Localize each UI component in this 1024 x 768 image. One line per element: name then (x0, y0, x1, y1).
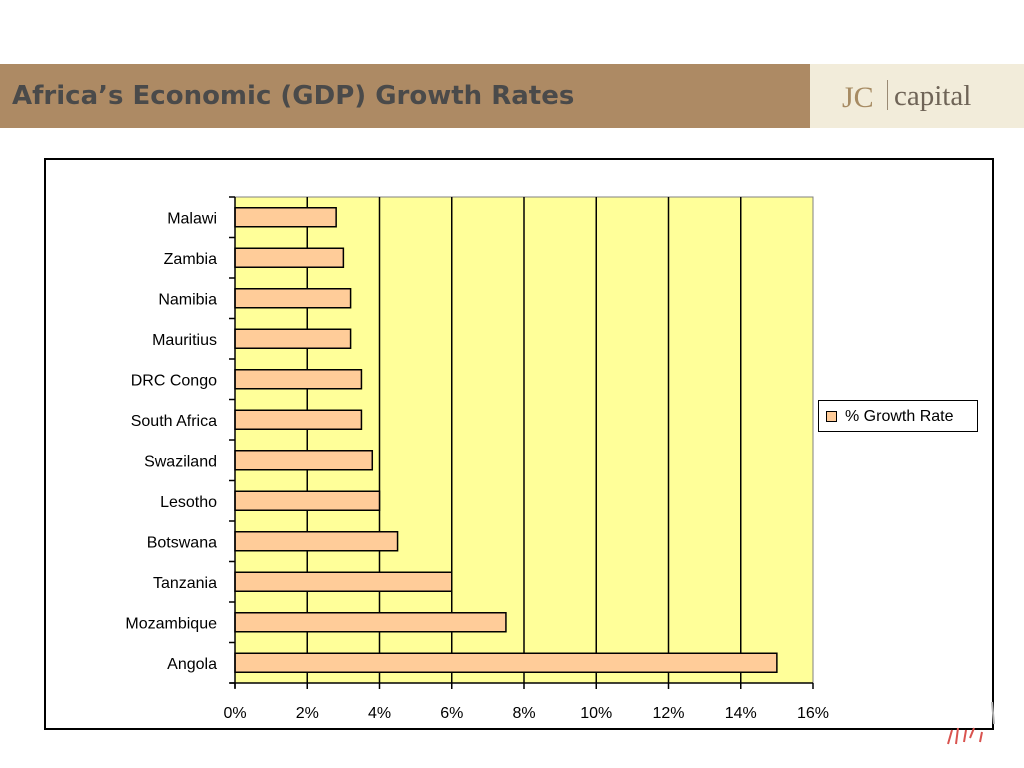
logo-panel (810, 64, 1024, 128)
bar (234, 531, 399, 552)
bar (234, 409, 363, 430)
bar (234, 450, 374, 471)
logo-jc-text: JC (842, 81, 874, 114)
bar (234, 571, 453, 592)
axes (229, 196, 814, 689)
x-tick-label: 0% (223, 705, 246, 722)
bar (234, 207, 337, 228)
header-bar (0, 64, 810, 128)
category-label: Malawi (167, 210, 217, 227)
bar (234, 369, 363, 390)
x-tick-label: 14% (725, 705, 757, 722)
x-tick-label: 2% (296, 705, 319, 722)
page-title: Africa’s Economic (GDP) Growth Rates (12, 81, 575, 111)
category-label: Mozambique (125, 615, 217, 632)
decorative-figure-icon (947, 701, 995, 745)
bar (234, 652, 778, 673)
x-tick-label: 12% (652, 705, 684, 722)
bar (234, 612, 507, 633)
bar (234, 247, 345, 268)
gridlines (306, 197, 742, 683)
category-label: Tanzania (153, 575, 217, 592)
bar (234, 490, 381, 511)
x-tick-label: 16% (797, 705, 829, 722)
legend: % Growth Rate (818, 400, 978, 432)
category-label: Botswana (147, 534, 217, 551)
bars (234, 207, 778, 673)
category-labels: Malawi Zambia Namibia Mauritius DRC Congo Sou… (125, 210, 217, 673)
x-tick-label: 4% (368, 705, 391, 722)
category-label: South Africa (131, 413, 217, 430)
category-label: Mauritius (152, 332, 217, 349)
x-tick-label: 10% (580, 705, 612, 722)
category-label: Zambia (164, 251, 217, 268)
category-label: Swaziland (144, 453, 217, 470)
category-label: Angola (167, 656, 217, 673)
x-tick-label: 8% (512, 705, 535, 722)
x-tick-labels: 0% 2% 4% 6% 8% 10% 12% 14% 16% (223, 705, 829, 722)
bar (234, 328, 352, 349)
category-label: Namibia (158, 291, 217, 308)
logo-separator (887, 80, 888, 110)
legend-label: % Growth Rate (845, 408, 954, 425)
category-label: Lesotho (160, 494, 217, 511)
logo-capital-text: capital (894, 80, 972, 112)
x-tick-label: 6% (440, 705, 463, 722)
legend-swatch (826, 411, 837, 422)
category-label: DRC Congo (131, 372, 217, 389)
bar (234, 288, 352, 309)
